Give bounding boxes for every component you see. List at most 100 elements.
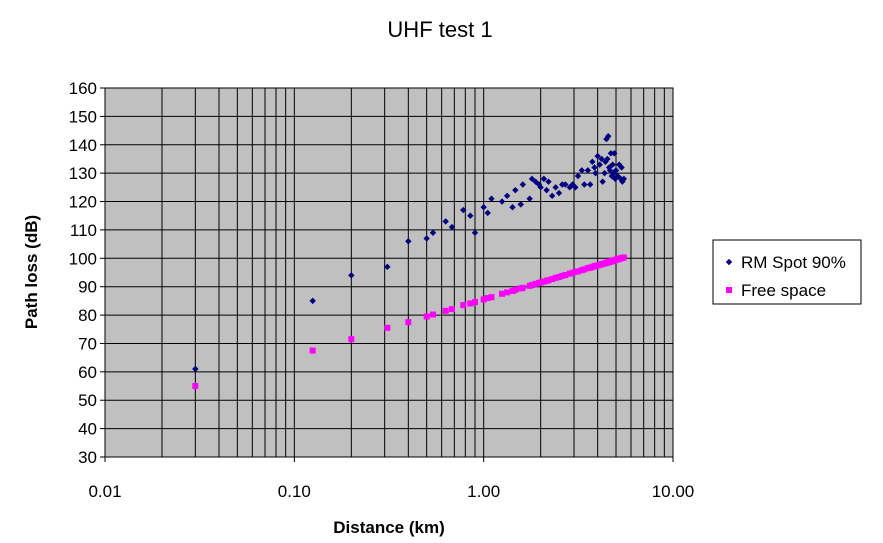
y-tick-label: 130 [69,164,97,183]
data-point [598,155,605,163]
data-point [604,155,611,163]
data-point [471,229,479,236]
data-point [591,164,598,171]
data-point [596,161,603,168]
data-point [594,152,601,160]
data-point [309,297,316,305]
legend-marker [726,287,732,293]
y-tick-label: 80 [78,306,97,325]
data-point [575,268,582,275]
data-point [537,279,544,286]
data-point [480,204,487,211]
data-point [429,311,436,318]
data-point [540,175,548,183]
x-tick-label: 0.10 [278,482,311,501]
data-point [543,186,550,194]
data-point [592,169,599,177]
legend-label: Free space [741,281,826,300]
y-tick-label: 150 [69,107,97,126]
data-point [467,212,474,219]
y-tick-label: 30 [78,448,97,467]
data-point [572,184,579,191]
data-point [586,181,594,188]
data-point [548,192,556,200]
data-point [448,306,455,313]
series-rm-spot-90 [192,133,628,373]
data-point [556,274,563,281]
y-tick-label: 70 [78,334,97,353]
data-point [581,181,588,188]
data-point [562,181,569,188]
data-point [618,164,625,171]
x-axis: 0.01 0.10 1.00 10.00 [88,457,694,501]
data-point [512,286,519,293]
data-point [498,198,506,205]
data-point [467,300,474,307]
data-point [607,150,615,157]
data-point [528,281,535,288]
data-point [484,209,491,217]
data-point [519,284,526,291]
x-axis-title: Distance (km) [333,518,444,537]
data-point [599,178,606,185]
x-tick-label: 1.00 [467,482,500,501]
data-point [562,272,569,279]
data-point [549,276,556,283]
y-tick-label: 100 [69,249,97,268]
data-point [384,324,391,331]
plot-border [104,87,674,458]
data-point [584,167,592,174]
data-point [499,290,506,297]
data-point [528,175,536,183]
data-point [504,289,511,296]
plot-area [105,88,673,457]
data-point [545,178,552,185]
data-point [620,175,628,183]
x-tick-label: 10.00 [652,482,695,501]
data-point [578,167,586,174]
data-point [472,299,479,306]
y-tick-label: 140 [69,136,97,155]
y-tick-label: 60 [78,363,97,382]
data-point [620,254,627,261]
data-point [552,184,559,191]
data-point [429,229,437,236]
legend: RM Spot 90% Free space [712,239,862,305]
data-point [405,238,412,245]
data-point [503,192,511,200]
data-point [602,158,609,165]
grid [105,88,673,457]
data-point [405,319,412,326]
data-point [581,266,588,273]
y-tick-label: 160 [69,79,97,98]
y-tick-label: 90 [78,278,97,297]
data-point [537,184,544,191]
data-point [532,280,539,287]
legend-marker [725,258,733,266]
data-point [612,167,620,174]
y-tick-label: 40 [78,420,97,439]
y-tick-label: 50 [78,391,97,410]
data-point [423,313,430,320]
data-point [192,383,199,390]
data-point [442,307,449,314]
data-point [488,195,495,202]
data-point [566,184,573,191]
data-point [480,296,487,303]
data-point [589,158,596,165]
x-tick-label: 0.01 [88,482,121,501]
y-axis: 30 40 50 60 70 80 90 100 110 120 130 140 150 160 [69,79,105,467]
data-point [460,302,467,309]
data-point [512,186,519,194]
y-tick-label: 110 [70,221,97,240]
series-free-space [192,254,627,390]
legend-box [712,239,862,305]
legend-label: RM Spot 90% [741,253,846,272]
data-point [610,169,617,177]
chart-title: UHF test 1 [387,17,492,42]
data-point [488,294,495,301]
data-point [574,172,582,180]
y-axis-title: Path loss (dB) [22,215,41,329]
data-point [526,195,533,202]
